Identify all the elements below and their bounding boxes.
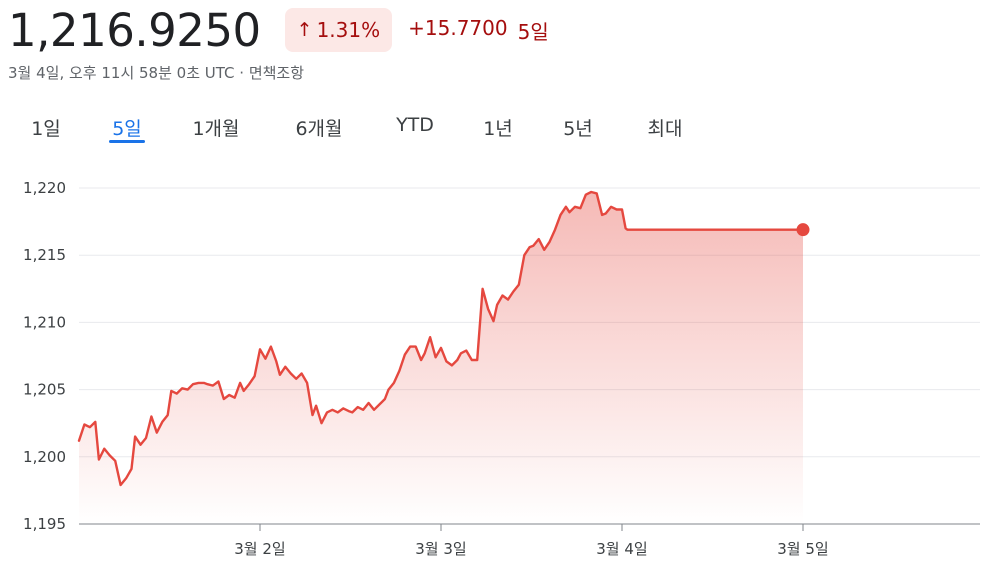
tab-5-year[interactable]: 5년 [563,118,593,140]
absolute-change-value: +15.7700 [408,15,508,40]
tab-1-day[interactable]: 1일 [31,118,61,140]
tab-ytd[interactable]: YTD [396,114,434,136]
tab-1-month[interactable]: 1개월 [192,118,240,140]
y-tick-label: 1,220 [23,179,66,197]
price-area-fill [79,192,803,524]
active-tab-indicator [109,140,145,143]
y-tick-label: 1,210 [23,313,66,331]
tab-6-month[interactable]: 6개월 [295,118,343,140]
x-tick-label: 3월 2일 [234,540,285,558]
price-chart[interactable]: 1,220 1,215 1,210 1,205 1,200 1,195 3월 2일 3월 3… [0,160,988,563]
timestamp-disclaimer: 3월 4일, 오후 11시 58분 0초 UTC · 면책조항 [8,64,305,82]
x-tick-label: 3월 4일 [596,540,647,558]
current-price-dot [796,223,810,237]
y-axis-ticks: 1,220 1,215 1,210 1,205 1,200 1,195 [23,179,66,533]
percent-change-badge: ↑ 1.31% [284,8,393,52]
change-period: 5일 [517,19,549,44]
x-tick-label: 3월 5일 [777,540,828,558]
price-header: 1,216.9250 ↑ 1.31% +15.7700 5일 [8,0,549,60]
tab-1-year[interactable]: 1년 [483,118,513,140]
current-price: 1,216.9250 [8,3,261,57]
y-tick-label: 1,205 [23,381,66,399]
arrow-up-icon: ↑ [296,19,313,41]
absolute-change: +15.7700 5일 [408,16,549,45]
y-tick-label: 1,215 [23,246,66,264]
price-line [77,190,805,487]
x-tick-label: 3월 3일 [415,540,466,558]
x-axis: 3월 2일 3월 3일 3월 4일 3월 5일 [234,524,829,558]
tab-5-day[interactable]: 5일 [112,118,142,140]
tab-max[interactable]: 최대 [647,118,683,140]
y-tick-label: 1,200 [23,448,66,466]
range-tabs: 1일 5일 1개월 6개월 YTD 1년 5년 최대 [0,100,988,150]
y-tick-label: 1,195 [23,515,66,533]
percent-change-value: 1.31% [316,18,381,42]
